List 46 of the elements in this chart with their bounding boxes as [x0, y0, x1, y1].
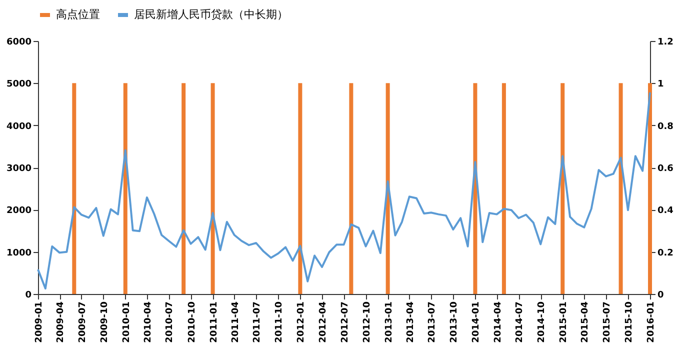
x-tick-label: 2011-04	[230, 302, 241, 343]
x-tick-label: 2010-04	[143, 302, 154, 343]
y-tick-label: 0	[25, 290, 32, 300]
x-tick-label: 2012-10	[362, 302, 372, 343]
x-tick-label: 2011-07	[252, 302, 263, 343]
x-tick-label: 2009-01	[34, 302, 44, 343]
x-tick-label: 2009-10	[100, 302, 110, 343]
x-tick-label: 2011-10	[274, 302, 285, 343]
x-tick-label: 2009-04	[56, 302, 66, 343]
y2-tick-label: 0.8	[658, 122, 674, 132]
legend-label: 高点位置	[56, 8, 100, 21]
x-tick-label: 2013-01	[384, 302, 394, 343]
y2-tick-label: 1	[658, 80, 664, 90]
y-tick-label: 3000	[6, 164, 32, 174]
y2-tick-label: 0.4	[658, 206, 674, 216]
x-tick-label: 2015-07	[602, 302, 612, 343]
x-tick-label: 2014-01	[472, 302, 482, 343]
y2-tick-label: 0.2	[658, 248, 674, 258]
y-tick-label: 2000	[6, 206, 32, 216]
line-series	[37, 91, 651, 290]
x-tick-label: 2012-07	[340, 302, 350, 343]
x-tick-label: 2010-01	[122, 302, 132, 343]
x-tick-label: 2009-07	[78, 302, 88, 343]
y2-tick-label: 0.6	[658, 164, 674, 174]
y-tick-label: 4000	[6, 122, 32, 132]
x-tick-label: 2010-10	[187, 302, 198, 343]
x-tick-label: 2014-04	[493, 302, 504, 343]
y-tick-label: 6000	[6, 38, 32, 48]
x-tick-label: 2013-07	[428, 302, 438, 343]
y-tick-label: 1000	[6, 248, 32, 258]
legend-label: 居民新增人民币贷款（中长期）	[134, 8, 288, 21]
x-tick-label: 2016-01	[646, 302, 656, 343]
x-tick-label: 2013-04	[406, 302, 416, 343]
x-tick-label: 2010-07	[165, 302, 176, 343]
x-tick-label: 2012-04	[318, 302, 328, 343]
x-tick-label: 2015-01	[559, 302, 570, 343]
x-tick-label: 2015-04	[580, 302, 591, 343]
x-tick-label: 2014-10	[537, 302, 548, 343]
x-tick-label: 2015-10	[624, 302, 634, 343]
y2-tick-label: 1.2	[658, 38, 674, 48]
y-tick-label: 5000	[6, 80, 32, 90]
x-tick-label: 2011-01	[209, 302, 220, 343]
x-tick-label: 2014-07	[515, 302, 526, 343]
x-tick-label: 2013-10	[450, 302, 460, 343]
y2-tick-label: 0	[658, 290, 664, 300]
x-tick-label: 2012-01	[296, 302, 307, 343]
